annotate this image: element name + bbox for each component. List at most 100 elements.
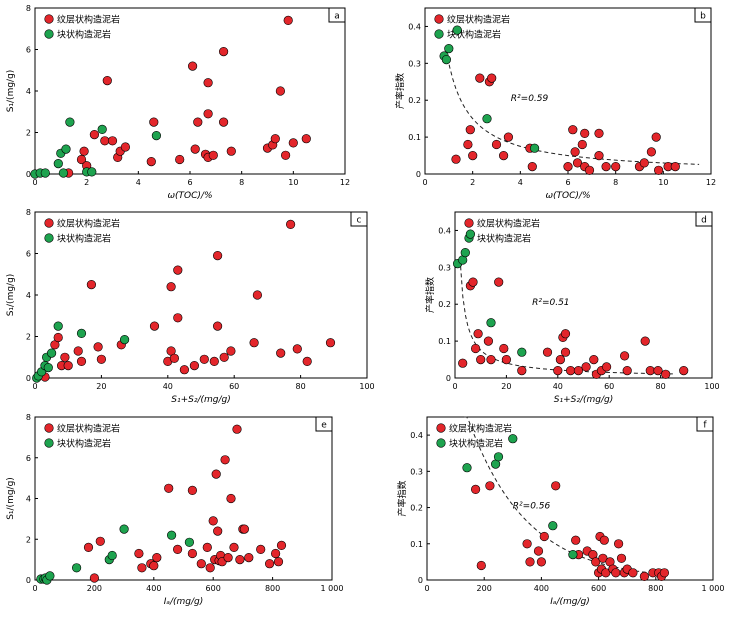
data-point (640, 336, 650, 346)
series-laminated (40, 219, 336, 382)
data-point (273, 557, 284, 567)
data-point (40, 168, 50, 178)
legend-marker-laminated (436, 423, 446, 433)
r-squared-annotation: R²=0.59 (511, 94, 549, 104)
data-point (120, 142, 130, 152)
x-tick-label: 200 (477, 584, 492, 593)
y-tick-label: 2 (26, 129, 31, 138)
series-massive (453, 229, 527, 357)
panel-label: a (334, 12, 340, 22)
data-point (622, 366, 632, 376)
data-point (483, 336, 494, 346)
data-point (580, 128, 590, 138)
data-point (508, 434, 518, 444)
data-point (53, 159, 63, 169)
data-point (175, 154, 185, 165)
data-point (601, 568, 611, 578)
data-point (209, 356, 219, 367)
data-point (325, 338, 336, 348)
r-squared-annotation: R²=0.56 (513, 501, 551, 511)
data-point (555, 355, 566, 365)
series-massive (462, 434, 578, 560)
y-axis-label: S₁/(mg/g) (6, 274, 16, 317)
data-point (539, 531, 549, 542)
data-point (226, 346, 236, 356)
data-point (164, 483, 174, 493)
data-point (151, 131, 161, 141)
legend-label-laminated: 纹层状构造泥岩 (477, 218, 540, 230)
y-tick-label: 0.3 (408, 59, 421, 68)
x-tick-label: 6 (565, 178, 570, 187)
x-tick-label: 2 (84, 178, 89, 187)
x-tick-label: 8 (239, 178, 244, 187)
data-point (100, 136, 110, 146)
data-point (533, 546, 544, 556)
x-tick-label: 20 (501, 382, 511, 391)
legend-marker-laminated (44, 218, 54, 228)
data-point (281, 150, 291, 160)
data-point (283, 15, 293, 25)
data-point (46, 348, 57, 358)
chart-panel-e: 0 200 400 600 800 1 000 0 2 4 6 8 Iₐ/(mg/g) S₁/(mg/g… (6, 413, 343, 607)
x-tick-label: 800 (265, 584, 280, 593)
y-tick-label: 6 (26, 454, 31, 463)
x-axis-label: ω(TOC)/% (167, 191, 212, 201)
data-point (193, 117, 203, 127)
y-axis-label: S₁/(mg/g) (6, 477, 16, 520)
data-point (486, 318, 496, 328)
data-point (468, 277, 478, 287)
plot-frame (426, 416, 714, 581)
y-tick-label: 8 (26, 413, 31, 422)
x-tick-label: 8 (613, 178, 618, 187)
data-point (536, 557, 547, 567)
data-point (76, 356, 87, 367)
x-tick-label: 10 (658, 178, 668, 187)
data-point (522, 539, 532, 549)
y-tick-label: 8 (26, 208, 31, 217)
y-tick-label: 0 (26, 170, 31, 179)
data-point (43, 363, 53, 373)
data-point (482, 114, 492, 124)
data-point (476, 355, 486, 365)
data-point (485, 481, 495, 491)
x-tick-label: 80 (296, 382, 306, 391)
y-axis-label: 产率指数 (424, 277, 436, 313)
data-point (581, 362, 591, 372)
data-point (486, 355, 496, 365)
data-point (591, 557, 601, 567)
panel-label-box (328, 7, 346, 23)
data-point (270, 134, 280, 144)
legend-marker-laminated (44, 14, 54, 24)
data-point (471, 343, 481, 354)
chart-panel-a: 0 2 4 6 8 10 12 0 2 4 6 8 ω(TOC)/% S₁/(mg/g) a 纹层状构造泥岩块… (6, 4, 350, 201)
data-point (184, 537, 194, 547)
legend-label-laminated: 纹层状构造泥岩 (57, 218, 120, 230)
x-tick-label: 60 (229, 382, 239, 391)
data-point (452, 25, 462, 35)
panel-label: d (701, 216, 707, 226)
trend-line (445, 50, 700, 165)
data-point (219, 46, 229, 57)
series-massive (439, 25, 540, 153)
data-point (276, 540, 287, 551)
data-point (460, 248, 470, 258)
chart-panel-c: 0 20 40 60 80 100 0 2 4 6 8 S₁+S₂/(mg/g) S₁/(mg/g) c 纹… (6, 208, 375, 405)
y-tick-label: 6 (26, 250, 31, 259)
data-point (173, 313, 183, 323)
panel-label: b (700, 12, 706, 22)
data-point (601, 362, 612, 372)
data-point (594, 128, 604, 138)
data-point (473, 329, 483, 339)
series-laminated (458, 277, 689, 379)
x-axis-label: ω(TOC)/% (545, 191, 590, 201)
data-point (93, 342, 103, 352)
series-laminated (451, 73, 680, 175)
data-point (301, 134, 311, 144)
data-point (107, 136, 118, 146)
x-tick-label: 1 000 (702, 584, 725, 593)
data-point (149, 321, 160, 331)
data-point (670, 162, 680, 172)
data-point (208, 516, 218, 526)
data-point (219, 117, 229, 127)
